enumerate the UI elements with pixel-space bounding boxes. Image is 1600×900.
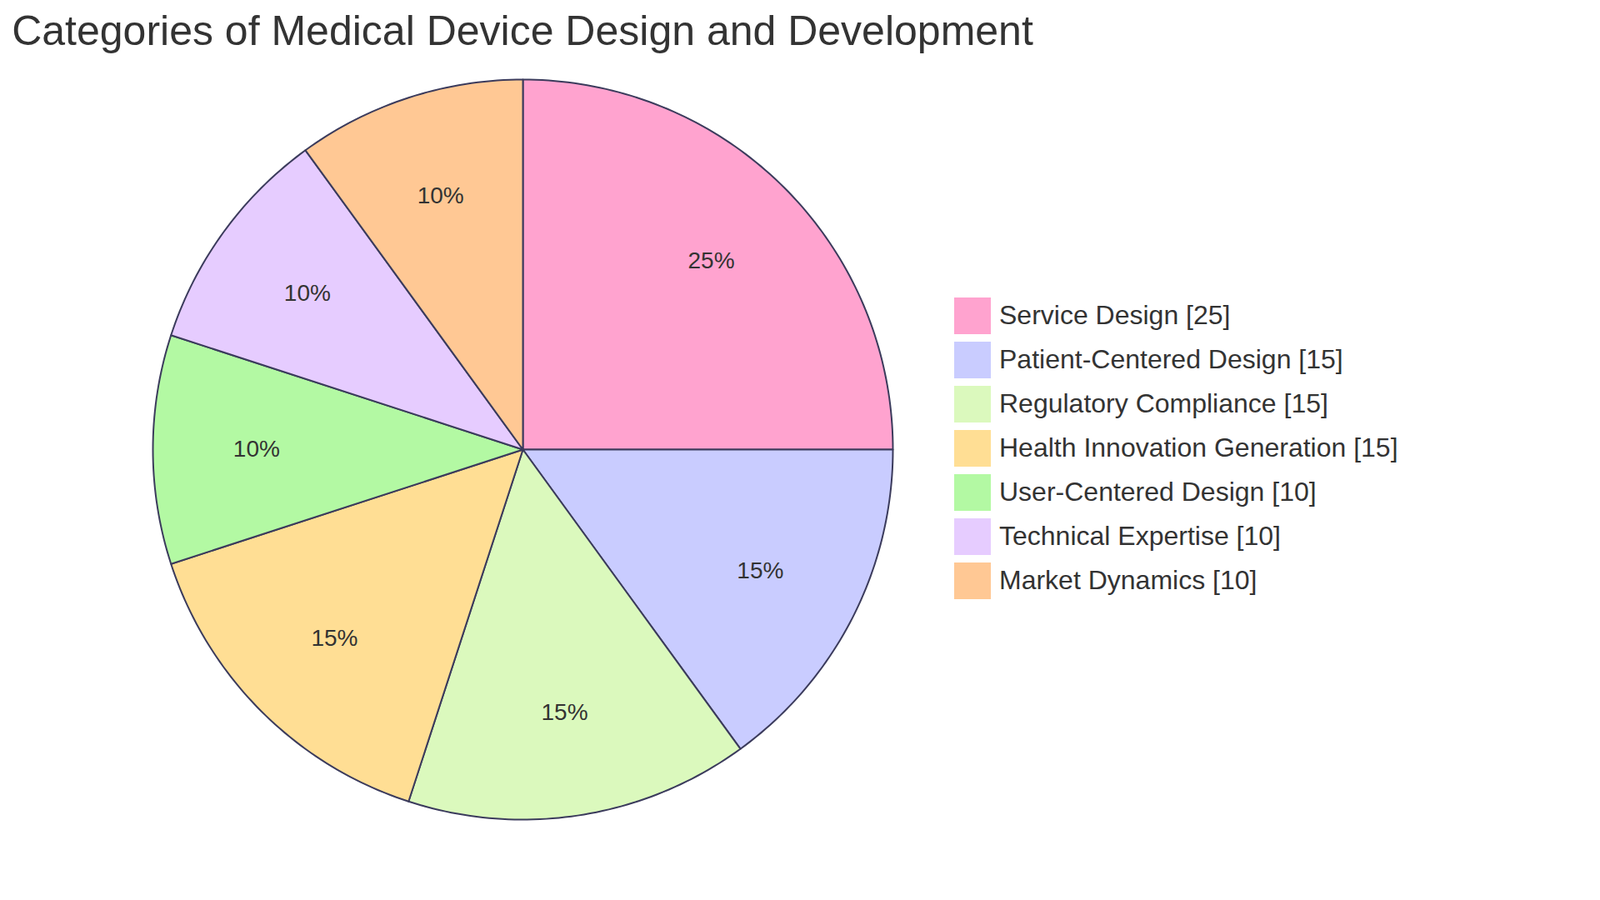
html-text:Service Design [25]: Service Design [25]: [999, 300, 1231, 330]
html-text:Patient-Centered Design [15]: Patient-Centered Design [15]: [999, 344, 1344, 375]
svg-text:10%: 10%: [417, 182, 465, 209]
html-text:Technical Expertise [10]: Technical Expertise [10]: [999, 520, 1281, 551]
svg-text:10%: 10%: [284, 280, 331, 306]
html-text:User-Centered Design [10]: User-Centered Design [10]: [999, 476, 1317, 507]
html-text:Health Innovation Generation [: Health Innovation Generation [15]: [999, 432, 1398, 463]
svg-text:15%: 15%: [736, 557, 784, 584]
svg-text:10%: 10%: [233, 435, 280, 462]
svg-text:15%: 15%: [310, 625, 358, 651]
svg-text:25%: 25%: [688, 247, 735, 274]
html-text:Regulatory Compliance [15]: Regulatory Compliance [15]: [999, 388, 1329, 419]
html-text:Market Dynamics [10]: Market Dynamics [10]: [999, 565, 1257, 595]
html-text:Categories of Medical Device D: Categories of Medical Device Design and …: [11, 7, 1034, 55]
svg-text:15%: 15%: [540, 699, 588, 725]
